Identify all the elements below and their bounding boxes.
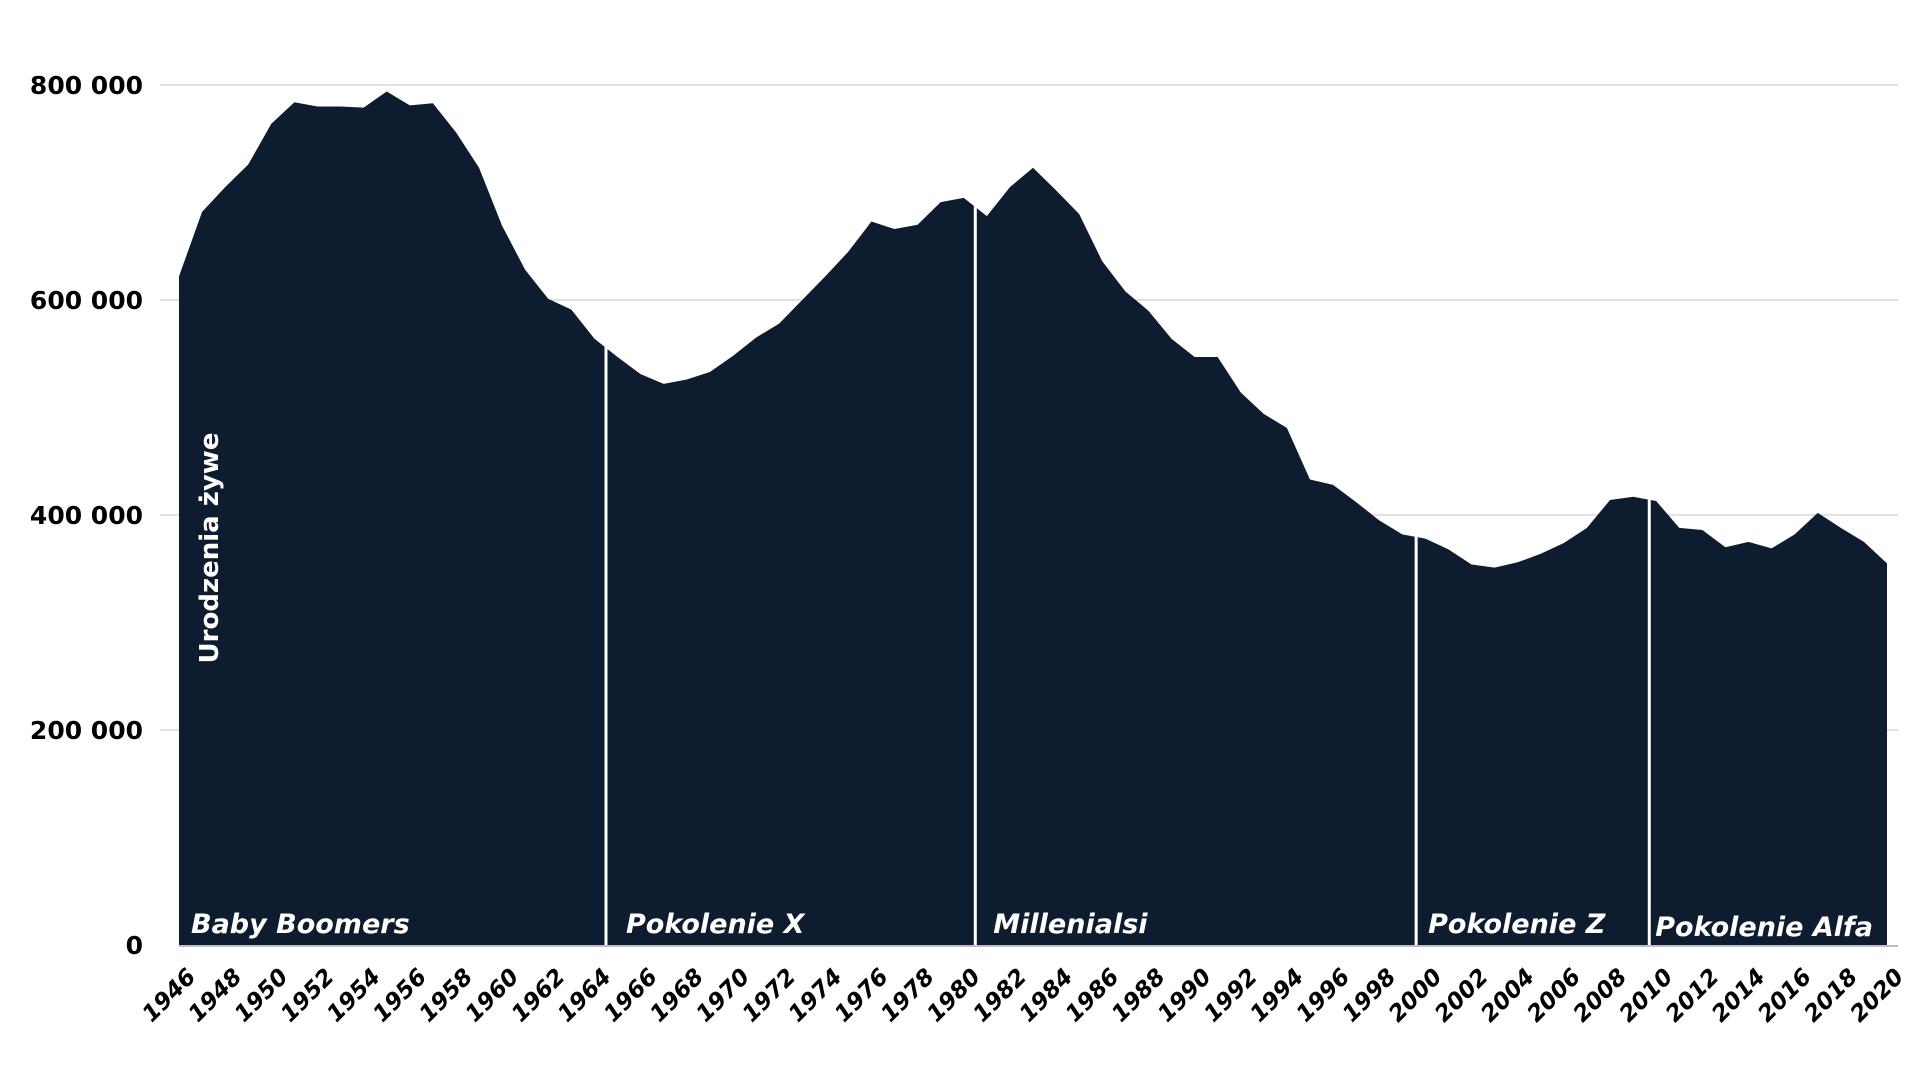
y-tick-label: 800 000 — [30, 71, 143, 100]
y-tick-label: 0 — [126, 931, 143, 960]
y-tick-label: 400 000 — [30, 501, 143, 530]
births-area — [179, 91, 1887, 945]
generation-label: Pokolenie Alfa — [1655, 912, 1873, 943]
y-axis-label: Urodzenia żywe — [195, 433, 225, 664]
x-tick-label: 2020 — [1846, 964, 1910, 1028]
generation-label: Millenialsi — [993, 909, 1148, 940]
generation-dividers — [604, 203, 1651, 947]
generation-label: Baby Boomers — [191, 909, 410, 940]
y-axis-ticks: 0 200 000 400 000 600 000 800 000 — [30, 71, 143, 960]
y-tick-label: 600 000 — [30, 286, 143, 315]
x-axis-ticks: 1946194819501952195419561958196019621964… — [138, 964, 1910, 1028]
generation-label: Pokolenie X — [626, 909, 806, 940]
y-tick-label: 200 000 — [30, 716, 143, 745]
generation-label: Pokolenie Z — [1428, 909, 1606, 940]
generation-labels: Baby Boomers Pokolenie X Millenialsi Pokole… — [191, 909, 1873, 943]
